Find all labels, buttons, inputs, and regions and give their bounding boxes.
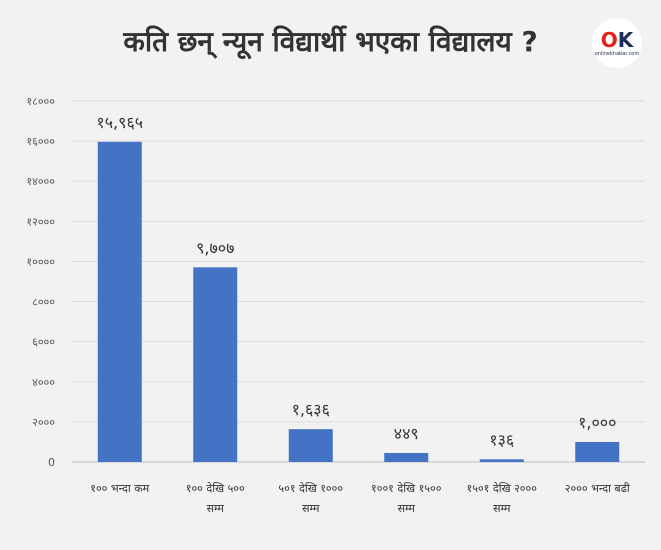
x-tick-label: सम्म xyxy=(207,502,225,515)
x-tick-label: ५०१ देखि १००० xyxy=(278,482,343,495)
y-tick-label: २००० xyxy=(32,416,55,429)
x-tick-label: १००१ देखि १५०० xyxy=(371,482,442,495)
y-tick-label: 0 xyxy=(48,456,55,469)
bar xyxy=(193,267,238,462)
y-tick-label: ८००० xyxy=(32,296,55,309)
y-tick-label: १४००० xyxy=(26,175,55,188)
x-tick-label: सम्म xyxy=(398,502,416,515)
x-tick-label: १५०१ देखि २००० xyxy=(467,482,538,495)
logo-subtext: onlinekhabar.com xyxy=(594,50,640,57)
data-label: १५,९६५ xyxy=(96,113,143,132)
x-tick-label: सम्म xyxy=(493,502,511,515)
chart-title: कति छन् न्यून विद्यार्थी भएका विद्यालय ? xyxy=(123,25,538,58)
data-label: १,००० xyxy=(578,413,616,432)
data-label: ४४९ xyxy=(394,424,419,443)
y-tick-label: ६००० xyxy=(32,336,55,349)
bar xyxy=(479,459,524,462)
bar xyxy=(97,141,142,462)
bar xyxy=(384,452,429,462)
data-label: १३६ xyxy=(489,430,514,449)
y-tick-label: १६००० xyxy=(26,135,55,148)
bar xyxy=(575,441,620,462)
x-tick-label: २००० भन्दा बढी xyxy=(565,482,630,495)
data-label: ९,७०७ xyxy=(196,238,234,257)
onlinekhabar-logo: OK onlinekhabar.com xyxy=(592,18,642,68)
y-tick-label: १२००० xyxy=(26,215,55,228)
y-tick-label: ४००० xyxy=(32,376,55,389)
y-tick-label: १८००० xyxy=(26,95,55,108)
x-tick-label: १०० देखि ५०० xyxy=(186,482,245,495)
data-label: १,६३६ xyxy=(292,400,330,419)
x-tick-label: सम्म xyxy=(302,502,320,515)
logo-mark: OK xyxy=(600,27,634,52)
bar xyxy=(288,429,333,462)
y-tick-label: १०००० xyxy=(26,255,55,268)
x-tick-label: १०० भन्दा कम xyxy=(90,482,149,495)
